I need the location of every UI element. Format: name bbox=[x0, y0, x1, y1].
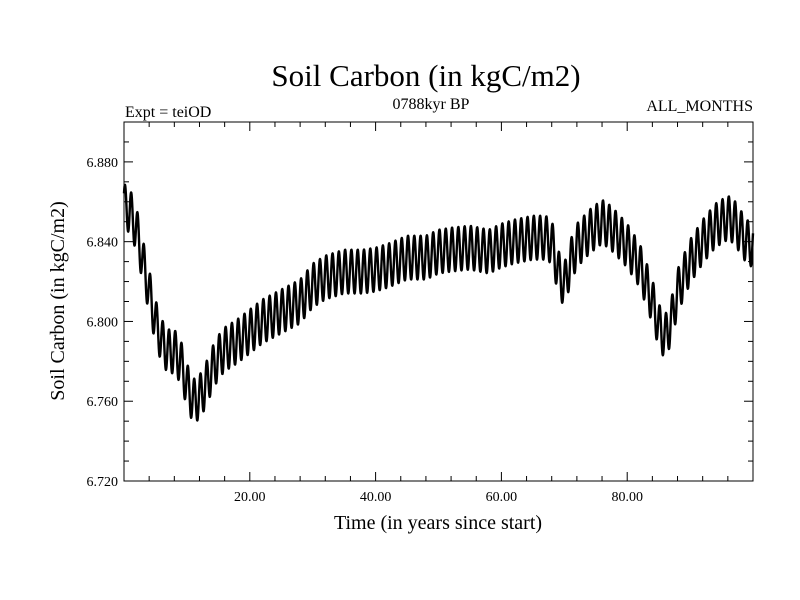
y-axis: 6.720 6.760 6.800 6.840 6.880 bbox=[87, 121, 753, 490]
x-tick-label: 80.00 bbox=[611, 490, 643, 505]
y-tick-label: 6.840 bbox=[87, 236, 119, 251]
x-tick-label: 40.00 bbox=[360, 490, 392, 505]
x-axis: 20.00 40.00 60.00 80.00 bbox=[148, 122, 729, 505]
expt-label: Expt = teiOD bbox=[125, 104, 211, 121]
x-tick-label: 20.00 bbox=[234, 490, 266, 505]
y-axis-label: Soil Carbon (in kgC/m2) bbox=[47, 201, 69, 400]
y-tick-label: 6.880 bbox=[87, 156, 119, 171]
plot-frame bbox=[123, 121, 754, 482]
y-tick-label: 6.760 bbox=[87, 395, 119, 410]
series-line-soil-carbon bbox=[122, 183, 755, 422]
y-tick-label: 6.800 bbox=[87, 315, 119, 330]
x-tick-label: 60.00 bbox=[486, 490, 518, 505]
y-tick-label: 6.720 bbox=[87, 475, 119, 490]
months-label: ALL_MONTHS bbox=[646, 98, 753, 115]
x-axis-label: Time (in years since start) bbox=[334, 512, 542, 534]
period-label: 0788kyr BP bbox=[393, 96, 470, 113]
chart-title: Soil Carbon (in kgC/m2) bbox=[271, 58, 580, 93]
